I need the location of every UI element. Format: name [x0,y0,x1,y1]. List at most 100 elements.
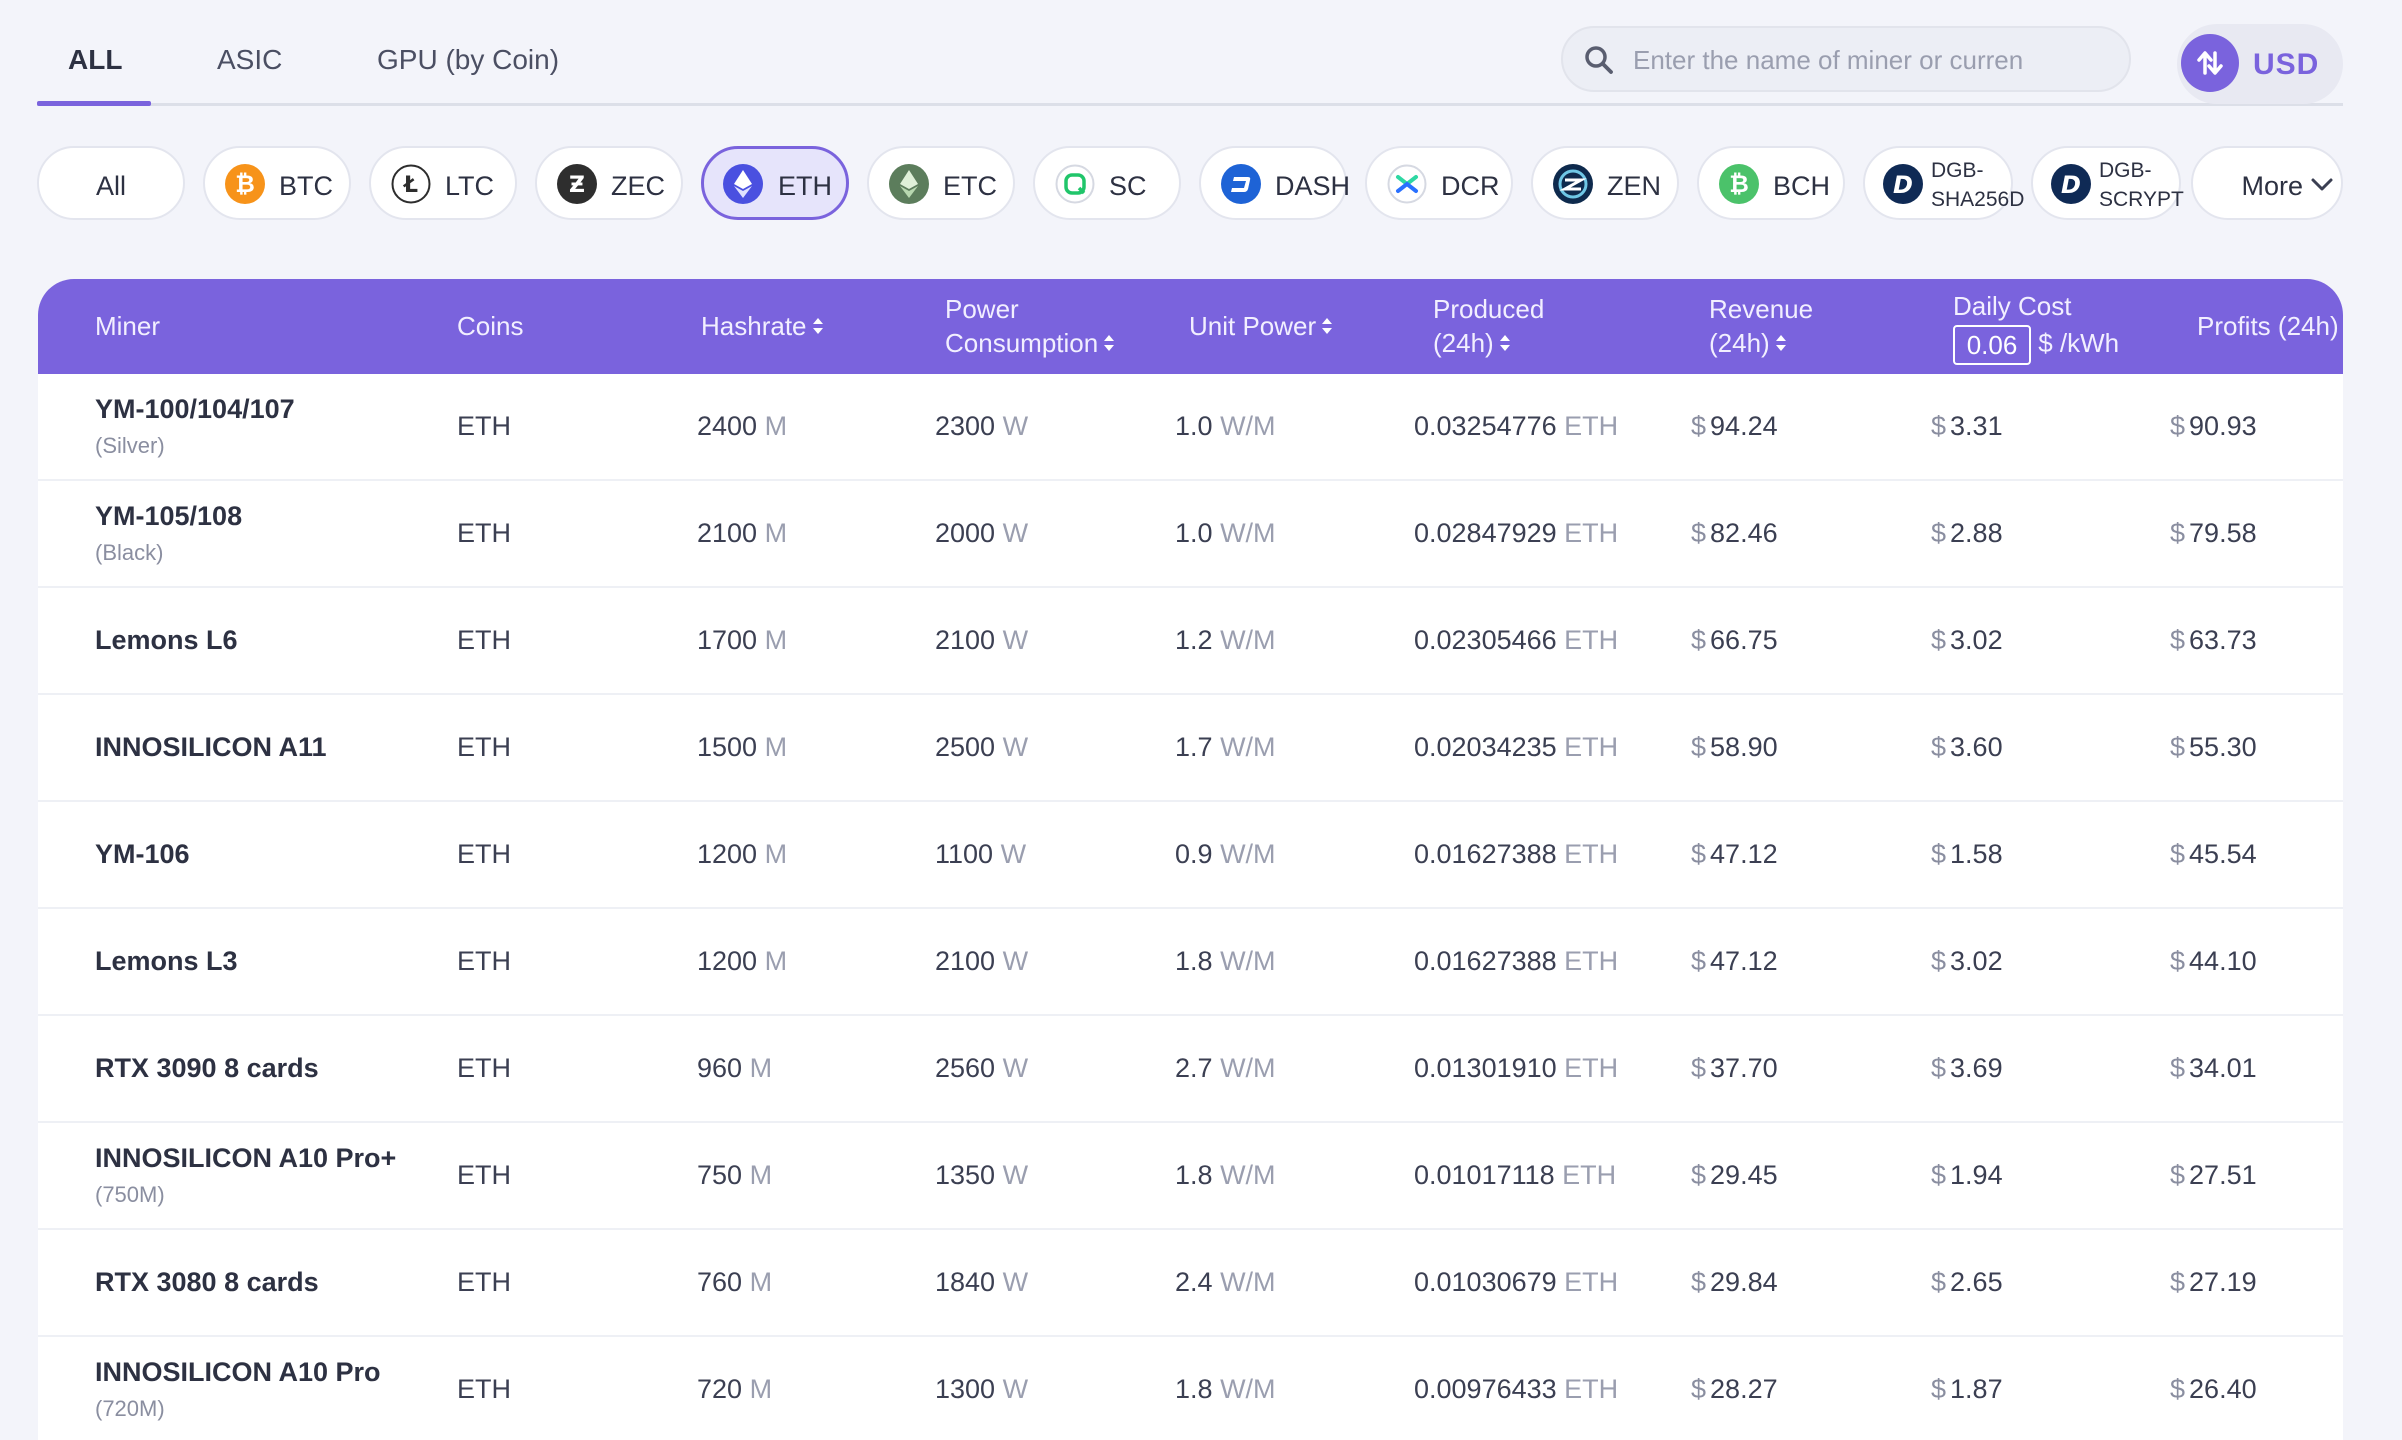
search-box[interactable] [1561,26,2131,92]
cost-cell-value: 3.69 [1950,1053,2003,1083]
table-row[interactable]: INNOSILICON A11 ETH 1500 M 2500 W 1.7 W/M 0.0… [38,695,2343,802]
table-row[interactable]: Lemons L6 ETH 1700 M 2100 W 1.2 W/M 0.0230546… [38,588,2343,695]
coin-filter-zen[interactable]: ZEN [1531,146,1679,220]
sort-icon[interactable] [811,311,825,345]
sort-icon[interactable] [1498,328,1512,362]
power-cell-value: 2560 [935,1053,996,1083]
coin-filter-dgb-sha256d[interactable]: D DGB- SHA256D [1863,146,2024,220]
miner-name[interactable]: INNOSILICON A11 [95,732,327,762]
revenue-cell: $58.90 [1691,695,1778,800]
miner-name[interactable]: YM-106 [95,839,190,869]
profit-cell-value: 45.54 [2189,839,2257,869]
eth-icon [723,164,763,204]
hashrate-cell: 1200 M [697,909,787,1014]
miner-cell: Lemons L3 [95,909,238,1014]
coin-label: DASH [1275,171,1351,201]
currency-label: USD [2253,48,2320,81]
coin-filter-ltc[interactable]: Ł LTC [369,146,517,220]
more-coins-button[interactable]: More [2191,146,2343,220]
dollar-sign: $ [1691,732,1707,762]
coin-filter-btc[interactable]: ₿ BTC [203,146,351,220]
coin-filter-eth[interactable]: ETH [701,146,849,220]
table-row[interactable]: YM-105/108 (Black) ETH 2100 M 2000 W 1.0 W/M 0… [38,481,2343,588]
dollar-sign: $ [1931,1267,1947,1297]
top-tab-bar: ALL ASIC GPU (by Coin) [37,0,2343,106]
coin-label: ZEC [611,171,665,201]
svg-text:₿: ₿ [235,170,255,198]
coins-cell-value: ETH [457,1053,511,1083]
coin-filter-etc[interactable]: ETC [867,146,1015,220]
coin-filter-sc[interactable]: SC [1033,146,1181,220]
more-label: More [2241,171,2303,201]
coins-cell: ETH [457,1016,511,1121]
coins-cell-value: ETH [457,946,511,976]
unit-label: W [1002,411,1029,441]
produced-cell: 0.01627388 ETH [1414,802,1618,907]
unit-power-cell: 2.4 W/M [1175,1230,1276,1335]
miner-name[interactable]: Lemons L6 [95,625,238,655]
coins-cell-value: ETH [457,839,511,869]
unit-power-cell-value: 1.7 [1175,732,1213,762]
search-input[interactable] [1633,38,2103,82]
electricity-cost-input[interactable] [1953,325,2031,365]
dollar-sign: $ [1691,1053,1707,1083]
miner-name[interactable]: RTX 3080 8 cards [95,1267,319,1297]
column-header-power[interactable]: Power Consumption [945,292,1116,362]
produced-cell-value: 0.03254776 [1414,411,1557,441]
dollar-sign: $ [1931,411,1947,441]
profit-cell-value: 27.51 [2189,1160,2257,1190]
sort-icon[interactable] [1102,328,1116,362]
sort-icon[interactable] [1320,311,1334,345]
coin-filter-dash[interactable]: DASH [1199,146,1351,220]
tab-gpu-by-coin[interactable]: GPU (by Coin) [377,44,559,76]
coin-filter-dgb-scrypt[interactable]: D DGB- SCRYPT [2031,146,2184,220]
hashrate-cell-value: 720 [697,1374,743,1404]
table-row[interactable]: YM-106 ETH 1200 M 1100 W 0.9 W/M 0.01627388 E… [38,802,2343,909]
coin-filter-dcr[interactable]: DCR [1365,146,1513,220]
unit-power-cell-value: 1.8 [1175,1374,1213,1404]
unit-power-cell-value: 1.0 [1175,411,1213,441]
miner-name[interactable]: RTX 3090 8 cards [95,1053,319,1083]
unit-label: W/M [1220,625,1276,655]
coin-filter-zec[interactable]: Ƶ ZEC [535,146,683,220]
tab-asic[interactable]: ASIC [217,44,282,76]
power-cell: 2000 W [935,481,1028,586]
revenue-cell-value: 94.24 [1710,411,1778,441]
produced-cell-value: 0.01017118 [1414,1160,1555,1190]
coin-filter-bch[interactable]: ₿ BCH [1697,146,1845,220]
profit-cell-value: 44.10 [2189,946,2257,976]
miner-name[interactable]: YM-105/108 [95,501,243,531]
unit-label: ETH [1564,518,1619,548]
table-row[interactable]: YM-100/104/107 (Silver) ETH 2400 M 2300 W 1.0… [38,374,2343,481]
dollar-sign: $ [1691,1374,1707,1404]
active-tab-indicator [37,101,151,106]
coin-filter-all[interactable]: All [37,146,185,220]
table-row[interactable]: RTX 3090 8 cards ETH 960 M 2560 W 2.7 W/M 0.0… [38,1016,2343,1123]
currency-toggle-button[interactable]: USD [2177,24,2343,104]
table-row[interactable]: RTX 3080 8 cards ETH 760 M 1840 W 2.4 W/M 0.0… [38,1230,2343,1337]
column-header-produced[interactable]: Produced (24h) [1433,292,1544,362]
column-header-hashrate[interactable]: Hashrate [701,309,825,345]
produced-cell: 0.01030679 ETH [1414,1230,1618,1335]
profit-cell: $79.58 [2170,481,2257,586]
miner-name[interactable]: Lemons L3 [95,946,238,976]
miner-name[interactable]: INNOSILICON A10 Pro+ [95,1143,397,1173]
miner-name[interactable]: YM-100/104/107 [95,394,295,424]
miner-name[interactable]: INNOSILICON A10 Pro [95,1357,381,1387]
column-header-revenue[interactable]: Revenue (24h) [1709,292,1813,362]
unit-label: W/M [1220,1374,1276,1404]
coins-cell: ETH [457,1337,511,1440]
hashrate-cell: 720 M [697,1337,772,1440]
sort-icon[interactable] [1774,328,1788,362]
table-row[interactable]: Lemons L3 ETH 1200 M 2100 W 1.8 W/M 0.0162738… [38,909,2343,1016]
unit-label: M [764,518,788,548]
tab-all[interactable]: ALL [68,44,122,76]
sc-icon [1055,164,1095,204]
dollar-sign: $ [2170,839,2186,869]
column-header-unit-power[interactable]: Unit Power [1189,309,1334,345]
table-row[interactable]: INNOSILICON A10 Pro+ (750M) ETH 750 M 1350 W… [38,1123,2343,1230]
miner-cell: INNOSILICON A10 Pro+ (750M) [95,1123,396,1228]
dollar-sign: $ [1691,946,1707,976]
profit-cell: $90.93 [2170,374,2257,479]
